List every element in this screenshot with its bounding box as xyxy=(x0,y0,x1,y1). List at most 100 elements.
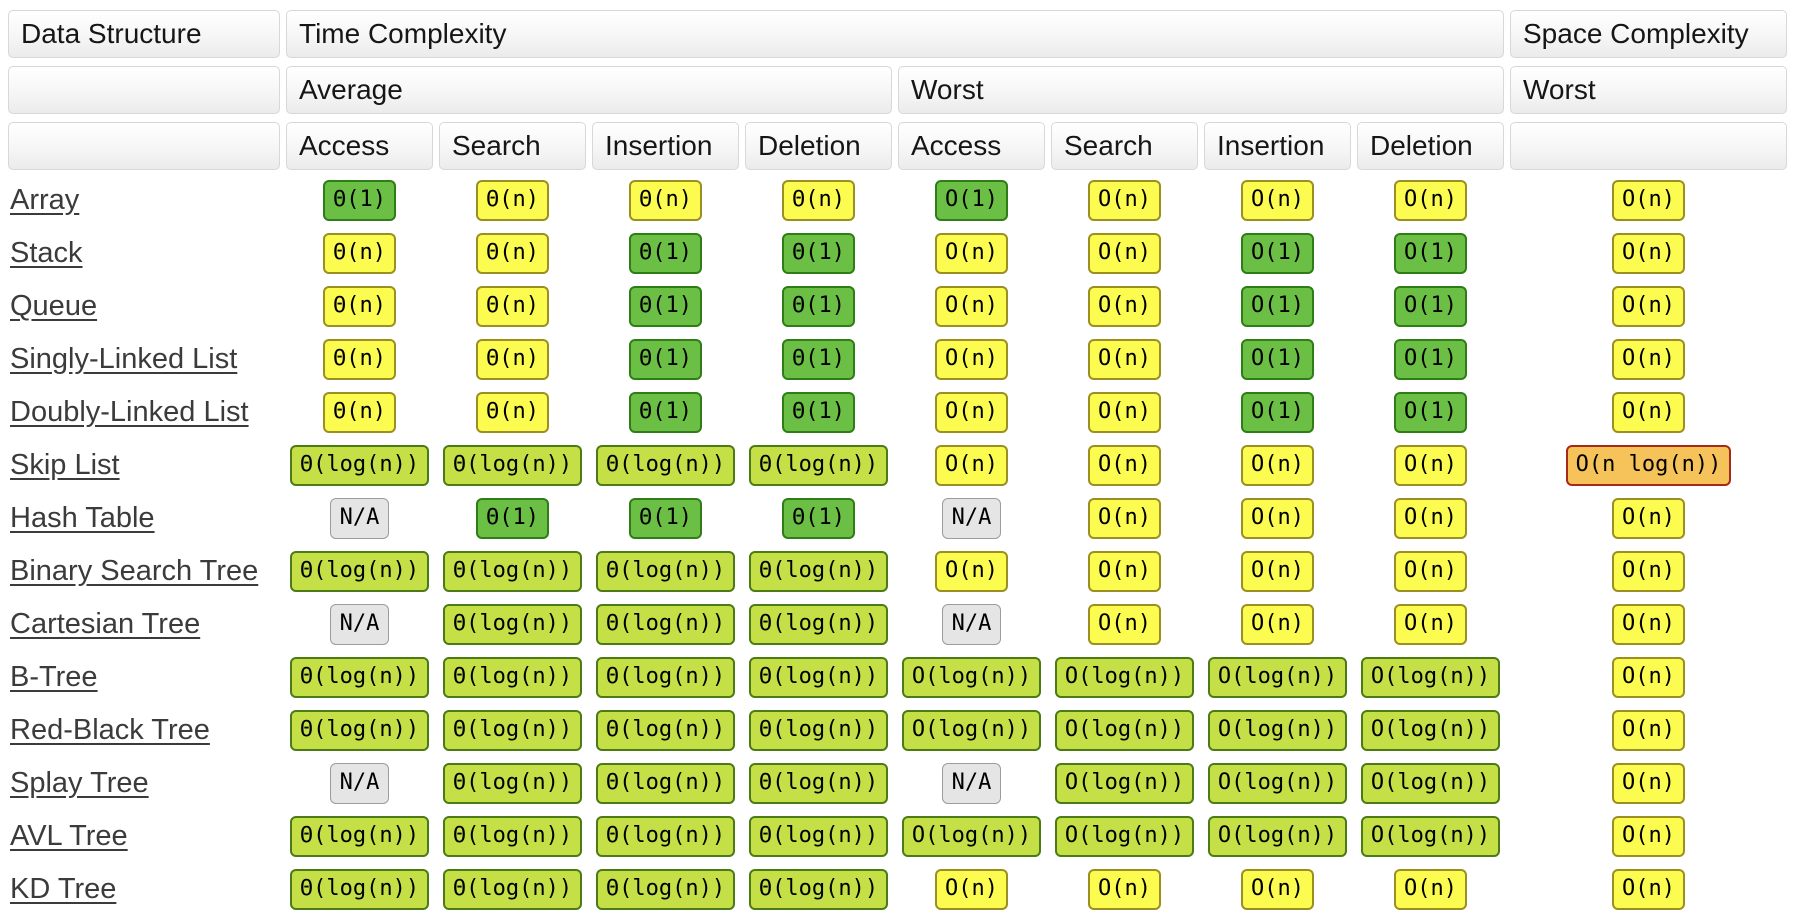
badge-queue-average-insertion-cell: Θ(1) xyxy=(592,284,739,329)
header-op-average-access: Access xyxy=(286,122,433,170)
badge-kd-tree-worst-access-cell: O(n) xyxy=(898,867,1045,912)
badge-b-tree-worst-insertion-cell: O(log(n)) xyxy=(1204,655,1351,700)
badge-binary-search-tree-average-search-cell: Θ(log(n)) xyxy=(439,549,586,594)
badge-skip-list-space: O(n log(n)) xyxy=(1565,445,1732,486)
badge-doubly-linked-list-average-search-cell: Θ(n) xyxy=(439,390,586,435)
badge-splay-tree-average-search-cell: Θ(log(n)) xyxy=(439,761,586,806)
badge-cartesian-tree-average-deletion-cell: Θ(log(n)) xyxy=(745,602,892,647)
row-label-kd-tree[interactable]: KD Tree xyxy=(10,873,117,905)
badge-avl-tree-space-cell: O(n) xyxy=(1510,814,1787,859)
badge-binary-search-tree-average-search: Θ(log(n)) xyxy=(442,551,583,592)
row-label-splay-tree[interactable]: Splay Tree xyxy=(10,767,149,799)
badge-array-average-insertion-cell: Θ(n) xyxy=(592,178,739,223)
badge-avl-tree-average-deletion: Θ(log(n)) xyxy=(748,816,889,857)
badge-queue-average-search-cell: Θ(n) xyxy=(439,284,586,329)
row-label-avl-tree[interactable]: AVL Tree xyxy=(10,820,128,852)
badge-hash-table-average-insertion: Θ(1) xyxy=(629,498,702,539)
badge-avl-tree-average-search: Θ(log(n)) xyxy=(442,816,583,857)
row-label-hash-table[interactable]: Hash Table xyxy=(10,502,155,534)
complexity-grid: Data Structure Time Complexity Space Com… xyxy=(8,10,1792,912)
row-label-doubly-linked-list[interactable]: Doubly-Linked List xyxy=(10,396,249,428)
badge-avl-tree-average-insertion: Θ(log(n)) xyxy=(595,816,736,857)
badge-avl-tree-worst-deletion: O(log(n)) xyxy=(1360,816,1501,857)
badge-kd-tree-average-deletion-cell: Θ(log(n)) xyxy=(745,867,892,912)
badge-singly-linked-list-worst-search: O(n) xyxy=(1088,339,1161,380)
badge-queue-worst-search: O(n) xyxy=(1088,286,1161,327)
badge-singly-linked-list-space-cell: O(n) xyxy=(1510,337,1787,382)
badge-red-black-tree-average-access-cell: Θ(log(n)) xyxy=(286,708,433,753)
badge-kd-tree-worst-insertion: O(n) xyxy=(1241,869,1314,910)
badge-queue-average-search: Θ(n) xyxy=(476,286,549,327)
badge-singly-linked-list-average-insertion-cell: Θ(1) xyxy=(592,337,739,382)
badge-array-space: O(n) xyxy=(1612,180,1685,221)
badge-cartesian-tree-worst-access: N/A xyxy=(941,604,1002,645)
badge-array-worst-deletion: O(n) xyxy=(1394,180,1467,221)
header-op-average-search: Search xyxy=(439,122,586,170)
badge-cartesian-tree-space: O(n) xyxy=(1612,604,1685,645)
badge-splay-tree-space-cell: O(n) xyxy=(1510,761,1787,806)
badge-cartesian-tree-average-insertion-cell: Θ(log(n)) xyxy=(592,602,739,647)
badge-kd-tree-worst-insertion-cell: O(n) xyxy=(1204,867,1351,912)
badge-hash-table-average-deletion: Θ(1) xyxy=(782,498,855,539)
row-label-queue[interactable]: Queue xyxy=(10,290,98,322)
badge-kd-tree-worst-deletion: O(n) xyxy=(1394,869,1467,910)
badge-red-black-tree-worst-deletion-cell: O(log(n)) xyxy=(1357,708,1504,753)
badge-doubly-linked-list-space: O(n) xyxy=(1612,392,1685,433)
badge-binary-search-tree-worst-insertion-cell: O(n) xyxy=(1204,549,1351,594)
row-label-b-tree[interactable]: B-Tree xyxy=(10,661,98,693)
header-spacer-row2 xyxy=(8,66,280,114)
badge-queue-space: O(n) xyxy=(1612,286,1685,327)
badge-binary-search-tree-worst-search: O(n) xyxy=(1088,551,1161,592)
header-op-worst-insertion: Insertion xyxy=(1204,122,1351,170)
badge-hash-table-average-search-cell: Θ(1) xyxy=(439,496,586,541)
row-label-singly-linked-list[interactable]: Singly-Linked List xyxy=(10,343,238,375)
badge-b-tree-average-search: Θ(log(n)) xyxy=(442,657,583,698)
badge-doubly-linked-list-worst-insertion: O(1) xyxy=(1241,392,1314,433)
header-average: Average xyxy=(286,66,892,114)
badge-doubly-linked-list-worst-insertion-cell: O(1) xyxy=(1204,390,1351,435)
badge-red-black-tree-worst-access-cell: O(log(n)) xyxy=(898,708,1045,753)
badge-skip-list-worst-access: O(n) xyxy=(935,445,1008,486)
badge-kd-tree-average-deletion: Θ(log(n)) xyxy=(748,869,889,910)
row-label-red-black-tree[interactable]: Red-Black Tree xyxy=(10,714,210,746)
badge-splay-tree-average-access-cell: N/A xyxy=(286,761,433,806)
row-label-cartesian-tree[interactable]: Cartesian Tree xyxy=(10,608,201,640)
badge-doubly-linked-list-average-insertion: Θ(1) xyxy=(629,392,702,433)
row-label-stack[interactable]: Stack xyxy=(10,237,83,269)
badge-cartesian-tree-space-cell: O(n) xyxy=(1510,602,1787,647)
badge-array-average-deletion: Θ(n) xyxy=(782,180,855,221)
badge-red-black-tree-average-deletion-cell: Θ(log(n)) xyxy=(745,708,892,753)
badge-array-average-access: Θ(1) xyxy=(323,180,396,221)
row-label-skip-list[interactable]: Skip List xyxy=(10,449,120,481)
row-label-array[interactable]: Array xyxy=(10,184,80,216)
row-label-binary-search-tree[interactable]: Binary Search Tree xyxy=(10,555,259,587)
badge-binary-search-tree-space: O(n) xyxy=(1612,551,1685,592)
badge-stack-average-insertion: Θ(1) xyxy=(629,233,702,274)
badge-red-black-tree-average-search: Θ(log(n)) xyxy=(442,710,583,751)
badge-binary-search-tree-worst-deletion-cell: O(n) xyxy=(1357,549,1504,594)
badge-queue-worst-deletion-cell: O(1) xyxy=(1357,284,1504,329)
badge-skip-list-worst-deletion-cell: O(n) xyxy=(1357,443,1504,488)
badge-avl-tree-average-insertion-cell: Θ(log(n)) xyxy=(592,814,739,859)
badge-binary-search-tree-worst-access-cell: O(n) xyxy=(898,549,1045,594)
badge-splay-tree-worst-insertion-cell: O(log(n)) xyxy=(1204,761,1351,806)
badge-binary-search-tree-worst-deletion: O(n) xyxy=(1394,551,1467,592)
badge-doubly-linked-list-worst-deletion-cell: O(1) xyxy=(1357,390,1504,435)
badge-doubly-linked-list-space-cell: O(n) xyxy=(1510,390,1787,435)
badge-array-average-search: Θ(n) xyxy=(476,180,549,221)
badge-avl-tree-worst-deletion-cell: O(log(n)) xyxy=(1357,814,1504,859)
badge-stack-worst-insertion-cell: O(1) xyxy=(1204,231,1351,276)
badge-b-tree-average-insertion: Θ(log(n)) xyxy=(595,657,736,698)
badge-b-tree-worst-search-cell: O(log(n)) xyxy=(1051,655,1198,700)
badge-singly-linked-list-average-access: Θ(n) xyxy=(323,339,396,380)
badge-hash-table-worst-search: O(n) xyxy=(1088,498,1161,539)
badge-queue-average-access-cell: Θ(n) xyxy=(286,284,433,329)
badge-red-black-tree-space-cell: O(n) xyxy=(1510,708,1787,753)
badge-stack-worst-access-cell: O(n) xyxy=(898,231,1045,276)
badge-stack-average-search: Θ(n) xyxy=(476,233,549,274)
badge-queue-worst-deletion: O(1) xyxy=(1394,286,1467,327)
badge-skip-list-average-insertion-cell: Θ(log(n)) xyxy=(592,443,739,488)
badge-kd-tree-average-insertion-cell: Θ(log(n)) xyxy=(592,867,739,912)
badge-splay-tree-average-access: N/A xyxy=(329,763,390,804)
badge-hash-table-space-cell: O(n) xyxy=(1510,496,1787,541)
